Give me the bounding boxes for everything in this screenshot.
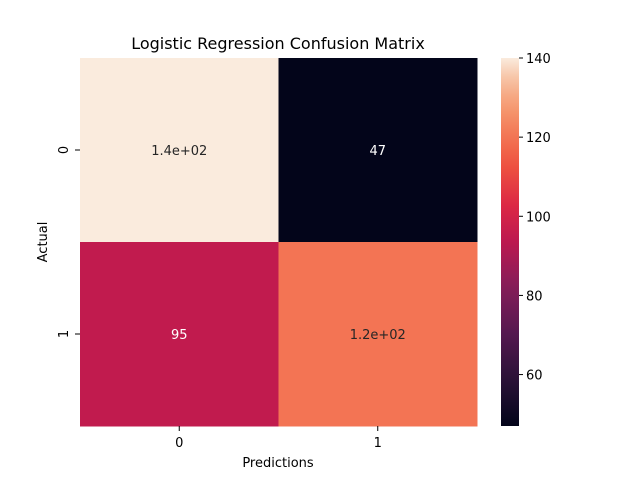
cell-label-0-0: 1.4e+02 — [151, 144, 207, 159]
colorbar: 60 80 100 120 140 — [501, 52, 551, 426]
cell-label-1-0: 95 — [171, 328, 188, 343]
heatmap-cell-1-1 — [278, 242, 478, 427]
x-tick-label-1: 1 — [374, 436, 382, 451]
heatmap-cell-0-1 — [278, 58, 478, 243]
y-axis-label: Actual — [36, 222, 51, 263]
heatmap-cell-0-0 — [80, 58, 279, 243]
colorbar-tick-label-2: 100 — [526, 210, 551, 225]
y-tick-label-0: 0 — [57, 146, 72, 154]
x-axis-label: Predictions — [242, 456, 314, 471]
colorbar-tick-label-0: 60 — [526, 369, 543, 384]
y-tick-label-1: 1 — [57, 330, 72, 338]
heatmap-cells: 1.4e+02 47 95 1.2e+02 — [80, 58, 478, 427]
cell-label-0-1: 47 — [369, 144, 386, 159]
cell-label-1-1: 1.2e+02 — [350, 328, 406, 343]
chart-title: Logistic Regression Confusion Matrix — [131, 34, 425, 53]
heatmap-cell-1-0 — [80, 242, 279, 427]
y-axis: 01 — [57, 146, 80, 338]
x-tick-label-0: 0 — [175, 436, 183, 451]
colorbar-tick-label-1: 80 — [526, 289, 543, 304]
colorbar-gradient — [501, 58, 519, 426]
colorbar-tick-label-4: 140 — [526, 52, 551, 67]
colorbar-tick-label-3: 120 — [526, 131, 551, 146]
